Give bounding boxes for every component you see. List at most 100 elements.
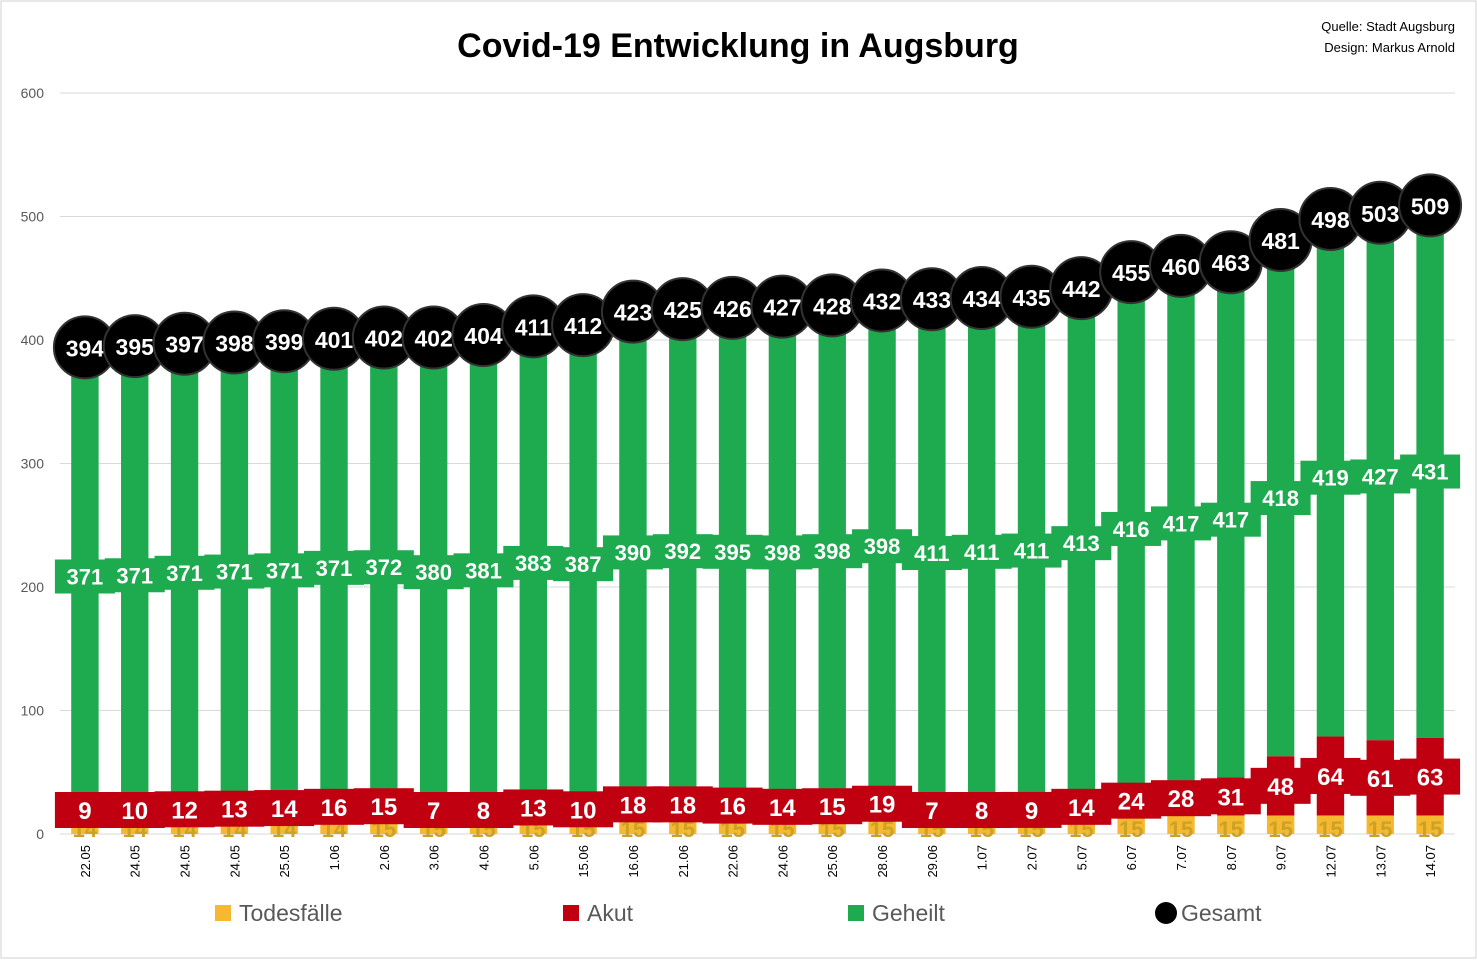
x-tick-label: 24.06 <box>775 845 790 878</box>
x-tick-label: 29.06 <box>925 845 940 878</box>
y-tick-label: 400 <box>21 332 45 348</box>
bar-todesfaelle <box>1266 815 1295 834</box>
label-geheilt: 371 <box>67 565 104 590</box>
label-geheilt: 411 <box>914 541 950 566</box>
x-tick-label: 24.05 <box>178 845 193 878</box>
label-geheilt: 380 <box>415 560 452 585</box>
label-gesamt: 402 <box>365 326 403 352</box>
x-tick-label: 25.06 <box>825 845 840 878</box>
label-akut: 8 <box>477 798 490 825</box>
x-tick-label: 4.06 <box>476 845 491 870</box>
x-tick-label: 6.07 <box>1124 845 1139 870</box>
label-geheilt: 431 <box>1412 460 1449 485</box>
label-gesamt: 395 <box>116 334 155 360</box>
label-geheilt: 411 <box>964 540 1000 565</box>
label-geheilt: 413 <box>1063 531 1100 556</box>
label-gesamt: 434 <box>963 286 1002 312</box>
source-line-2: Design: Markus Arnold <box>1324 40 1455 55</box>
label-akut: 12 <box>171 797 198 824</box>
label-todesfaelle: 15 <box>1119 817 1143 842</box>
x-tick-label: 1.06 <box>327 845 342 870</box>
label-akut: 19 <box>869 792 896 819</box>
label-akut: 13 <box>221 797 248 824</box>
label-akut: 48 <box>1267 774 1294 801</box>
legend: Todesfälle Akut Geheilt Gesamt <box>215 900 1262 926</box>
label-gesamt: 404 <box>464 323 503 349</box>
legend-label: Geheilt <box>872 900 945 926</box>
label-todesfaelle: 15 <box>1169 817 1193 842</box>
x-tick-label: 24.05 <box>227 845 242 878</box>
label-geheilt: 427 <box>1362 464 1399 489</box>
label-gesamt: 498 <box>1311 207 1350 233</box>
label-akut: 31 <box>1217 784 1244 811</box>
label-akut: 63 <box>1417 765 1444 792</box>
label-geheilt: 371 <box>316 556 353 581</box>
label-akut: 8 <box>975 798 988 825</box>
x-tick-label: 7.07 <box>1174 845 1189 870</box>
label-gesamt: 463 <box>1212 250 1250 276</box>
label-akut: 10 <box>570 797 597 824</box>
x-tick-label: 16.06 <box>626 845 641 878</box>
legend-label: Gesamt <box>1181 900 1262 926</box>
label-geheilt: 371 <box>166 561 203 586</box>
label-akut: 61 <box>1367 766 1394 793</box>
label-geheilt: 417 <box>1163 511 1200 536</box>
x-axis: 22.05 24.05 24.05 24.05 25.05 1.06 2.06 3.06 4.0… <box>78 845 1438 878</box>
label-todesfaelle: 15 <box>1368 817 1392 842</box>
legend-marker-gesamt <box>1155 902 1177 924</box>
y-tick-label: 300 <box>21 456 45 472</box>
bar-todesfaelle <box>1217 815 1245 834</box>
label-akut: 18 <box>620 792 647 819</box>
x-tick-label: 22.05 <box>78 845 93 878</box>
label-akut: 24 <box>1118 789 1145 816</box>
label-gesamt: 455 <box>1112 260 1151 286</box>
label-akut: 15 <box>819 794 846 821</box>
label-geheilt: 398 <box>764 540 801 565</box>
y-tick-label: 200 <box>21 579 45 595</box>
legend-marker <box>215 905 231 921</box>
label-gesamt: 402 <box>414 326 452 352</box>
bar-todesfaelle <box>1366 815 1394 834</box>
bar-todesfaelle <box>1416 815 1444 834</box>
label-geheilt: 398 <box>864 534 901 559</box>
x-tick-label: 28.06 <box>875 845 890 878</box>
bar-todesfaelle <box>1167 815 1195 834</box>
y-tick-label: 600 <box>21 85 45 101</box>
source-line-1: Quelle: Stadt Augsburg <box>1321 19 1455 34</box>
label-geheilt: 371 <box>116 563 153 588</box>
label-akut: 15 <box>370 794 397 821</box>
label-gesamt: 397 <box>165 332 203 358</box>
label-box-geheilt <box>1400 454 1461 489</box>
label-todesfaelle: 15 <box>1268 817 1292 842</box>
label-akut: 14 <box>271 796 298 823</box>
label-gesamt: 442 <box>1062 276 1100 302</box>
y-tick-label: 100 <box>21 703 45 719</box>
legend-marker <box>563 905 579 921</box>
y-tick-label: 500 <box>21 209 45 225</box>
label-akut: 7 <box>925 798 938 825</box>
label-geheilt: 395 <box>714 540 751 565</box>
marker-gesamt <box>1398 173 1463 238</box>
chart-title: Covid-19 Entwicklung in Augsburg <box>457 27 1019 65</box>
label-gesamt: 425 <box>664 297 703 323</box>
x-tick-label: 1.07 <box>975 845 990 870</box>
label-gesamt: 460 <box>1162 254 1200 280</box>
label-geheilt: 390 <box>615 540 652 565</box>
x-tick-label: 9.07 <box>1274 845 1289 870</box>
label-gesamt: 394 <box>66 335 105 361</box>
x-tick-label: 2.07 <box>1025 845 1040 870</box>
label-gesamt: 503 <box>1361 201 1399 227</box>
label-geheilt: 411 <box>1014 539 1050 564</box>
label-akut: 14 <box>1068 795 1095 822</box>
label-todesfaelle: 15 <box>1418 817 1442 842</box>
label-gesamt: 412 <box>564 313 602 339</box>
label-geheilt: 417 <box>1212 508 1249 533</box>
label-gesamt: 427 <box>763 295 801 321</box>
label-geheilt: 392 <box>664 539 701 564</box>
label-akut: 16 <box>321 795 348 822</box>
label-geheilt: 381 <box>465 558 502 583</box>
label-gesamt: 401 <box>315 327 354 353</box>
label-todesfaelle: 15 <box>1318 817 1342 842</box>
labels-layer: 1493711410371141237114133711414371141637… <box>52 173 1463 842</box>
